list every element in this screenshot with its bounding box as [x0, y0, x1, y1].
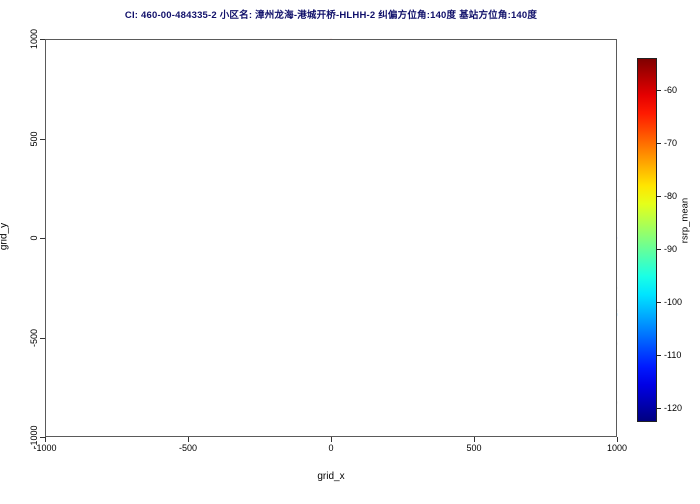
y-tick-mark: [40, 238, 45, 239]
colorbar-tick-mark: [656, 195, 661, 197]
x-tick-label: -1000: [33, 443, 57, 453]
x-tick-label: 0: [328, 443, 334, 453]
y-tick-mark: [40, 138, 45, 140]
colorbar-tick-label: -60: [664, 84, 678, 95]
x-tick-mark: [617, 437, 618, 442]
x-tick-label: -500: [178, 443, 198, 453]
colorbar-tick-mark: [656, 408, 661, 410]
x-tick-mark: [188, 437, 189, 442]
colorbar-gradient: [637, 58, 657, 422]
y-tick-mark: [40, 337, 45, 339]
colorbar-tick-mark: [656, 249, 661, 251]
x-tick-label: 500: [466, 443, 482, 453]
colorbar-tick-mark: [656, 302, 661, 304]
colorbar-tick-mark: [656, 89, 661, 91]
colorbar-tick-label: -70: [664, 137, 678, 148]
y-tick-mark: [40, 39, 45, 40]
colorbar-tick-mark: [656, 142, 661, 144]
colorbar-label: rsrp_mean: [679, 197, 691, 244]
y-tick-mark: [40, 437, 45, 438]
colorbar-tick-label: -100: [664, 297, 683, 308]
page-title: CI: 460-00-484335-2 小区名: 漳州龙海-港城开桥-HLHH-…: [124, 10, 538, 21]
colorbar-tick-mark: [656, 355, 661, 357]
x-tick-mark: [331, 437, 332, 442]
colorbar-tick-label: -90: [664, 244, 678, 255]
x-tick-mark: [474, 437, 475, 442]
x-axis-label: grid_x: [317, 471, 345, 482]
plot-panel-border: [45, 39, 617, 437]
x-tick-label: 1000: [606, 443, 628, 453]
colorbar-tick-label: -80: [664, 190, 678, 201]
colorbar-tick-label: -120: [664, 403, 683, 414]
x-tick-mark: [45, 437, 46, 442]
y-axis-label: grid_y: [0, 222, 10, 251]
colorbar-tick-label: -110: [664, 350, 682, 361]
